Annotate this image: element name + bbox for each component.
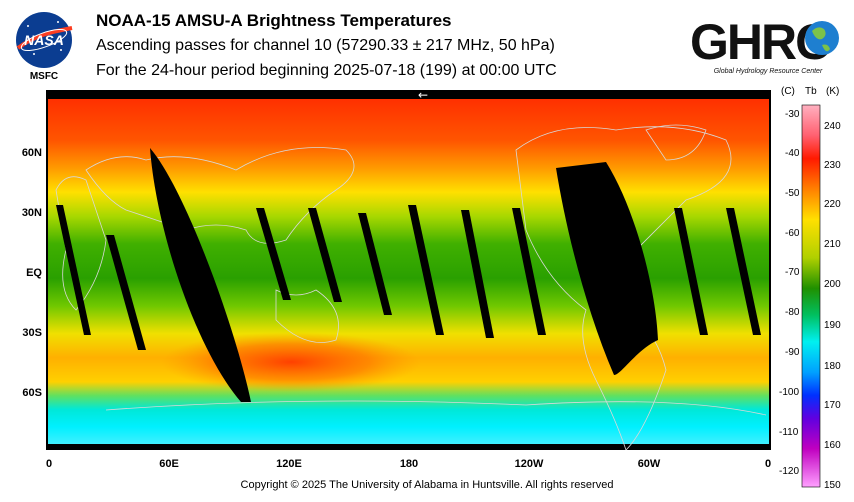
page-subtitle: Ascending passes for channel 10 (57290.3… xyxy=(96,37,555,54)
colorbar-tick-celsius: -120 xyxy=(779,466,800,477)
colorbar-tick-kelvin: 180 xyxy=(824,361,841,372)
swath-gap xyxy=(726,208,761,335)
lon-label: 120W xyxy=(514,458,544,470)
colorbar-tick-kelvin: 170 xyxy=(824,400,841,411)
ghrc-logo: GHRC Global Hydrology Resource Center xyxy=(690,14,839,75)
brightness-temperature-map: ← xyxy=(46,90,771,450)
colorbar-tick-celsius: -30 xyxy=(785,109,800,120)
colorbar-unit-celsius: (C) xyxy=(781,86,795,97)
colorbar-tick-celsius: -100 xyxy=(779,387,800,398)
colorbar-unit-tb: Tb xyxy=(805,86,817,97)
colorbar-unit-kelvin: (K) xyxy=(826,86,840,97)
colorbar-tick-celsius: -60 xyxy=(785,228,800,239)
swath-gap xyxy=(461,210,494,338)
swath-gap xyxy=(106,235,146,350)
colorbar-tick-kelvin: 240 xyxy=(824,121,841,132)
swath-gap xyxy=(308,208,342,302)
swath-gap xyxy=(674,208,708,335)
ghrc-subtitle: Global Hydrology Resource Center xyxy=(714,68,823,75)
lon-label: 180 xyxy=(399,458,419,470)
colorbar-gradient xyxy=(801,104,821,488)
colorbar xyxy=(801,104,821,488)
data-gaps xyxy=(56,148,761,402)
colorbar-tick-celsius: -50 xyxy=(785,188,800,199)
lat-label: EQ xyxy=(26,267,42,279)
orbit-direction-arrow: ← xyxy=(418,90,428,102)
copyright-notice: Copyright © 2025 The University of Alaba… xyxy=(240,479,614,491)
swath-gap-wide xyxy=(556,162,658,375)
colorbar-tick-celsius: -40 xyxy=(785,148,800,159)
colorbar-tick-kelvin: 220 xyxy=(824,199,841,210)
colorbar-tick-kelvin: 210 xyxy=(824,239,841,250)
swath-gap xyxy=(56,205,91,335)
page-title: NOAA-15 AMSU-A Brightness Temperatures xyxy=(96,11,452,30)
lat-label: 30S xyxy=(22,327,42,339)
time-period: For the 24-hour period beginning 2025-07… xyxy=(96,62,557,79)
lon-label: 60W xyxy=(637,458,661,470)
msfc-label: MSFC xyxy=(30,71,58,82)
lon-label: 0 xyxy=(764,458,772,470)
nasa-logo-text: NASA xyxy=(24,32,64,48)
lat-label: 60N xyxy=(21,147,42,159)
warm-anomaly xyxy=(161,332,421,392)
temperature-field xyxy=(48,99,769,444)
swath-gap-wide xyxy=(150,148,251,402)
colorbar-tick-kelvin: 160 xyxy=(824,440,841,451)
colorbar-tick-celsius: -80 xyxy=(785,307,800,318)
lon-label: 60E xyxy=(159,458,179,470)
colorbar-tick-kelvin: 150 xyxy=(824,480,841,491)
lat-label: 60S xyxy=(22,387,42,399)
colorbar-tick-kelvin: 200 xyxy=(824,279,841,290)
swath-gap xyxy=(256,208,291,300)
colorbar-tick-kelvin: 190 xyxy=(824,320,841,331)
colorbar-tick-celsius: -110 xyxy=(779,427,799,438)
swath-gap xyxy=(408,205,444,335)
swath-gap xyxy=(512,208,546,335)
lat-label: 30N xyxy=(21,207,42,219)
lon-label: 0 xyxy=(45,458,53,470)
nasa-logo: NASA MSFC xyxy=(16,12,73,82)
lon-label: 120E xyxy=(276,458,302,470)
colorbar-tick-kelvin: 230 xyxy=(824,160,841,171)
colorbar-tick-celsius: -90 xyxy=(785,347,800,358)
swath-gap xyxy=(358,213,392,315)
colorbar-tick-celsius: -70 xyxy=(785,267,800,278)
